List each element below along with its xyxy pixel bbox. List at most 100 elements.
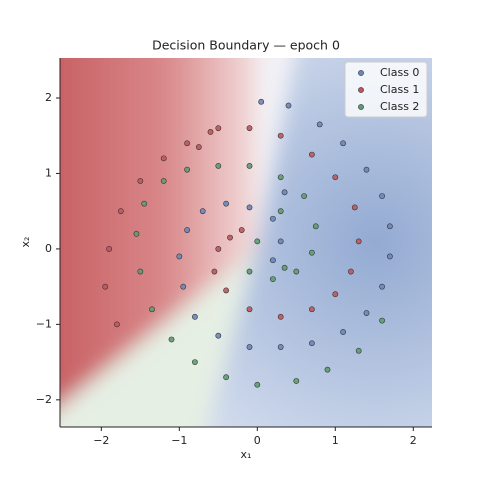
- x-tick-label: 0: [254, 434, 261, 447]
- point: [308, 306, 315, 313]
- point: [238, 227, 245, 233]
- point: [227, 234, 233, 241]
- point: [332, 291, 339, 298]
- point: [355, 238, 362, 245]
- point: [223, 287, 230, 294]
- y-tick-label: 2: [45, 91, 52, 104]
- point: [160, 155, 167, 162]
- point: [246, 344, 253, 350]
- point: [192, 359, 198, 366]
- point: [301, 193, 308, 199]
- point: [277, 174, 284, 181]
- x-tick-label: −1: [171, 434, 187, 447]
- point: [285, 102, 292, 109]
- legend-label: Class 0: [380, 66, 419, 79]
- point: [270, 276, 276, 282]
- y-tick-label: 1: [45, 166, 52, 179]
- point: [133, 230, 140, 237]
- point: [195, 144, 202, 150]
- x-tick-label: 1: [332, 434, 339, 447]
- point: [312, 223, 319, 230]
- legend-box: [344, 61, 428, 118]
- point: [379, 283, 385, 290]
- point: [386, 253, 393, 260]
- point: [277, 344, 284, 350]
- point: [117, 208, 124, 215]
- point: [379, 317, 385, 324]
- point: [254, 381, 261, 388]
- legend-label: Class 2: [380, 100, 419, 113]
- point: [258, 98, 265, 105]
- point: [340, 140, 346, 147]
- point: [114, 321, 120, 328]
- point: [246, 268, 253, 275]
- point: [355, 347, 362, 354]
- y-tick-label: −1: [36, 317, 52, 330]
- point: [168, 336, 175, 343]
- point: [386, 223, 393, 230]
- point: [254, 238, 261, 245]
- point: [246, 306, 253, 313]
- point: [137, 178, 144, 184]
- point: [106, 246, 113, 252]
- point: [160, 178, 167, 184]
- point: [176, 253, 183, 260]
- point: [270, 215, 276, 222]
- point: [281, 189, 288, 196]
- point: [246, 125, 253, 132]
- point: [270, 257, 276, 264]
- y-axis-label: x₂: [19, 237, 32, 248]
- point: [332, 174, 339, 181]
- point: [184, 227, 191, 233]
- point: [102, 283, 109, 290]
- y-tick-label: −2: [36, 393, 52, 406]
- point: [293, 378, 300, 384]
- point: [215, 125, 222, 132]
- point: [347, 268, 354, 275]
- point: [246, 163, 253, 169]
- plot: [102, 98, 393, 388]
- point: [192, 313, 198, 320]
- legend-marker: [358, 70, 364, 76]
- point: [215, 332, 222, 339]
- point: [137, 268, 144, 275]
- point: [180, 283, 187, 290]
- point: [184, 166, 191, 173]
- point: [277, 132, 284, 139]
- point: [363, 166, 370, 173]
- point: [363, 310, 370, 316]
- x-tick-label: −2: [93, 434, 109, 447]
- y-tick-label: 0: [45, 242, 52, 255]
- point: [316, 121, 323, 128]
- point: [149, 306, 155, 313]
- point: [223, 374, 230, 381]
- point: [340, 329, 346, 335]
- point: [215, 163, 222, 169]
- point: [199, 208, 206, 215]
- point: [308, 340, 315, 347]
- point: [324, 366, 331, 373]
- point: [281, 264, 288, 271]
- point: [223, 200, 230, 207]
- point: [277, 238, 284, 245]
- point: [308, 151, 315, 158]
- legend-label: Class 1: [380, 83, 419, 96]
- point: [141, 200, 148, 207]
- point: [293, 268, 300, 275]
- decision-region: [60, 58, 432, 427]
- point: [211, 268, 218, 275]
- point: [277, 313, 284, 320]
- legend-marker: [358, 87, 364, 93]
- legend-marker: [358, 104, 364, 110]
- point: [184, 140, 191, 147]
- chart-title: Decision Boundary — epoch 0: [152, 38, 340, 53]
- point: [207, 129, 214, 135]
- legend: Class 0 Class 1 Class 2: [344, 61, 428, 118]
- point: [277, 208, 284, 215]
- x-axis-label: x₁: [241, 448, 252, 461]
- point: [308, 249, 315, 256]
- point: [379, 193, 385, 199]
- point: [215, 246, 222, 252]
- x-tick-label: 2: [410, 434, 417, 447]
